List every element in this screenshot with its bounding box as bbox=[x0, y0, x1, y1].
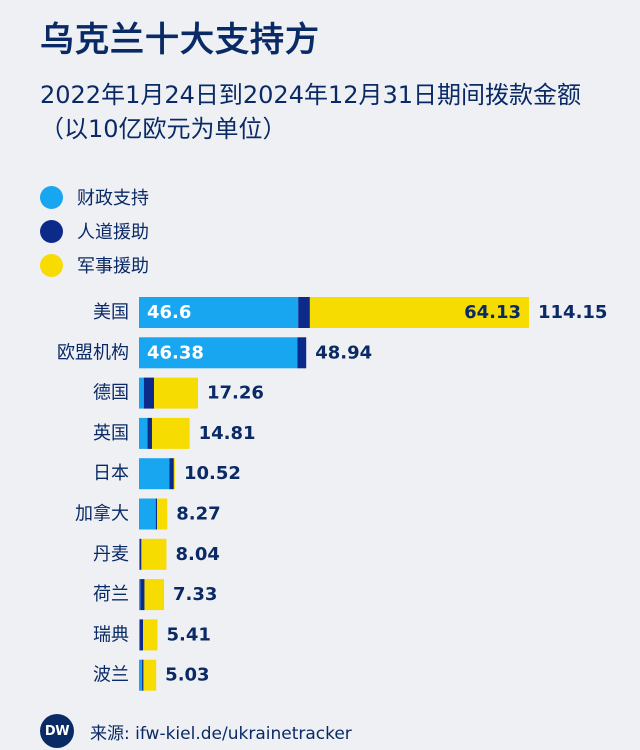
legend-item-humanitarian: 人道援助 bbox=[40, 214, 149, 248]
bar-segment-financial bbox=[139, 458, 170, 490]
total-label: 14.81 bbox=[199, 423, 256, 444]
dw-logo: DW bbox=[40, 714, 74, 748]
total-label: 5.41 bbox=[166, 624, 210, 645]
bar-segment-military bbox=[151, 417, 190, 449]
bar-segment-humanitarian bbox=[142, 659, 144, 691]
bar-segment-military bbox=[309, 297, 529, 328]
category-label: 日本 bbox=[93, 463, 129, 484]
bar-segment-military bbox=[157, 498, 168, 530]
legend-item-military: 军事援助 bbox=[40, 248, 149, 282]
bar-segment-humanitarian bbox=[140, 579, 145, 611]
bar-segment-military bbox=[141, 538, 167, 570]
bar-segment-military bbox=[173, 458, 175, 490]
bar-segment-financial bbox=[139, 297, 299, 328]
bar-segment-humanitarian bbox=[140, 619, 144, 651]
legend-swatch-humanitarian bbox=[40, 219, 63, 243]
category-label: 加拿大 bbox=[75, 503, 129, 525]
footer: DW 来源: ifw-kiel.de/ukrainetracker bbox=[40, 714, 352, 748]
category-label: 丹麦 bbox=[93, 544, 129, 565]
bar-segment-military bbox=[143, 619, 158, 651]
chart-title: 乌克兰十大支持方 bbox=[40, 20, 320, 60]
total-label: 114.15 bbox=[538, 302, 607, 323]
total-label: 5.03 bbox=[165, 665, 209, 686]
source-note: 来源: ifw-kiel.de/ukrainetracker bbox=[90, 723, 352, 744]
total-label: 7.33 bbox=[173, 584, 217, 605]
category-label: 德国 bbox=[93, 383, 129, 404]
bar-segment-financial bbox=[139, 619, 141, 651]
category-label: 荷兰 bbox=[93, 584, 129, 605]
total-label: 17.26 bbox=[207, 383, 264, 404]
legend-swatch-military bbox=[40, 253, 63, 277]
legend-swatch-financial bbox=[40, 185, 63, 209]
bar-segment-humanitarian bbox=[140, 538, 142, 570]
bar-segment-humanitarian bbox=[298, 297, 310, 328]
bar-segment-humanitarian bbox=[143, 377, 155, 409]
category-label: 英国 bbox=[93, 423, 129, 444]
bar-segment-military bbox=[143, 659, 157, 691]
bar-segment-military bbox=[144, 579, 165, 611]
legend-label-financial: 财政支持 bbox=[77, 188, 149, 209]
total-label: 8.04 bbox=[175, 544, 219, 565]
bar-segment-financial bbox=[139, 337, 298, 369]
bar-segment-financial bbox=[139, 579, 141, 611]
legend-item-financial: 财政支持 bbox=[40, 180, 149, 214]
bar-segment-financial bbox=[139, 377, 144, 409]
bar-segment-financial bbox=[139, 538, 141, 570]
bar-segment-humanitarian bbox=[155, 498, 158, 530]
bar-segment-financial bbox=[139, 498, 156, 530]
legend: 财政支持 人道援助 军事援助 bbox=[40, 180, 149, 282]
total-label: 48.94 bbox=[315, 342, 372, 363]
total-label: 8.27 bbox=[176, 504, 220, 525]
category-label: 波兰 bbox=[93, 665, 129, 686]
data-label: 64.13 bbox=[464, 302, 521, 323]
bar-chart: 美国 46.6 64.13 114.15 欧盟机构 46.38 48.94 德国 17.26 英国… bbox=[57, 297, 607, 691]
total-label: 10.52 bbox=[184, 463, 241, 484]
bar-segment-financial bbox=[139, 659, 143, 691]
data-label: 46.6 bbox=[147, 302, 191, 323]
category-label: 欧盟机构 bbox=[57, 342, 129, 363]
bar-segment-humanitarian bbox=[297, 337, 307, 369]
chart-subtitle: 2022年1月24日到2024年12月31日期间拨款金额（以10亿欧元为单位） bbox=[40, 81, 582, 143]
data-label: 46.38 bbox=[147, 342, 204, 363]
bar-segment-humanitarian bbox=[147, 417, 152, 449]
category-label: 瑞典 bbox=[93, 624, 129, 645]
bar-segment-humanitarian bbox=[169, 458, 174, 490]
legend-label-humanitarian: 人道援助 bbox=[77, 222, 149, 243]
legend-label-military: 军事援助 bbox=[77, 256, 149, 277]
bar-segment-military bbox=[154, 377, 198, 409]
category-label: 美国 bbox=[93, 302, 129, 323]
bar-segment-financial bbox=[139, 417, 148, 449]
